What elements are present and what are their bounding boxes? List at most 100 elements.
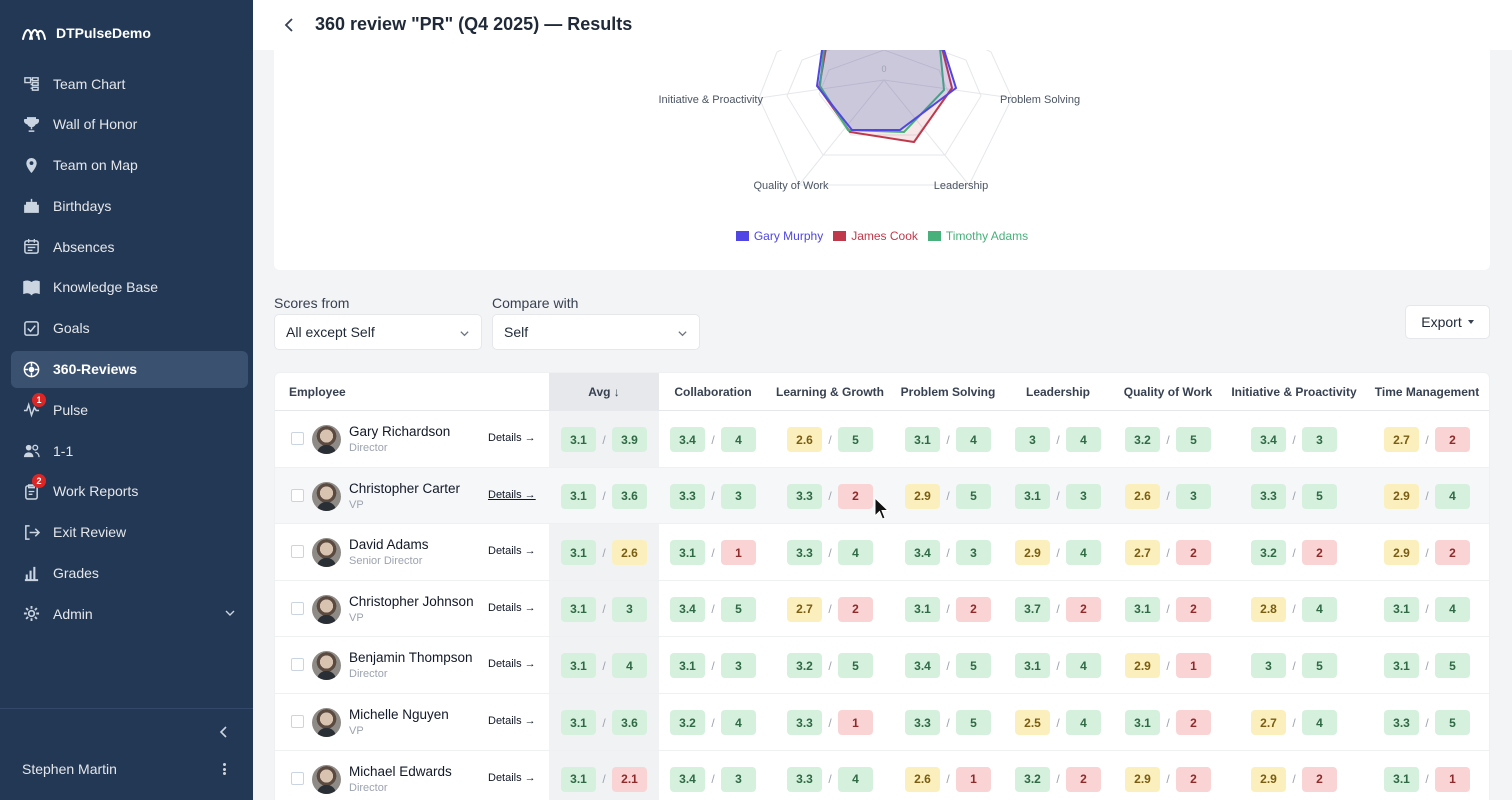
score-cell: 2.9 / 2 bbox=[1125, 766, 1211, 792]
column-header-leadership[interactable]: Leadership bbox=[1025, 385, 1091, 399]
score-chip-primary: 3.1 bbox=[561, 710, 596, 735]
employee-name[interactable]: Christopher Carter bbox=[349, 480, 461, 496]
compare-with-select[interactable]: Self bbox=[492, 314, 700, 350]
legend-item-gary-murphy[interactable]: Gary Murphy bbox=[735, 229, 823, 243]
sidebar-footer-divider bbox=[0, 708, 253, 709]
details-link[interactable]: Details → bbox=[488, 488, 536, 501]
score-separator: / bbox=[946, 545, 950, 560]
score-separator: / bbox=[711, 602, 715, 617]
clipboard-icon: 2 bbox=[22, 474, 46, 500]
score-chip-compare: 2 bbox=[1176, 766, 1211, 792]
sidebar-item-admin[interactable]: Admin bbox=[11, 595, 248, 632]
sidebar-item-1-1[interactable]: 1-1 bbox=[11, 432, 248, 469]
row-checkbox[interactable] bbox=[291, 432, 304, 445]
radar-legend: Gary Murphy James Cook Timothy Adams bbox=[274, 229, 1490, 243]
score-chip-primary: 3.1 bbox=[905, 596, 940, 622]
current-user-name[interactable]: Stephen Martin bbox=[22, 761, 117, 777]
radar-axis-label-problem-solving: Problem Solving bbox=[1000, 94, 1080, 106]
score-cell: 3.3 / 5 bbox=[905, 710, 991, 735]
score-separator: / bbox=[1425, 715, 1429, 730]
legend-item-timothy-adams[interactable]: Timothy Adams bbox=[927, 229, 1029, 243]
employee-name[interactable]: Michael Edwards bbox=[349, 763, 452, 779]
table-row[interactable]: Michael Edwards Director Details → 3.1/2.1 3… bbox=[275, 751, 1489, 800]
score-cell: 3.2 / 2 bbox=[1251, 540, 1337, 566]
sidebar-item-knowledge-base[interactable]: Knowledge Base bbox=[11, 269, 248, 306]
employee-name[interactable]: David Adams bbox=[349, 537, 429, 553]
column-header-quality-of-work[interactable]: Quality of Work bbox=[1123, 385, 1213, 399]
score-cell: 3.7 / 2 bbox=[1015, 596, 1101, 622]
sidebar-item-birthdays[interactable]: Birthdays bbox=[11, 187, 248, 224]
sidebar-item-360-reviews[interactable]: 360-Reviews bbox=[11, 350, 248, 388]
sidebar-item-pulse[interactable]: 1 Pulse bbox=[11, 391, 248, 428]
score-separator: / bbox=[946, 602, 950, 617]
table-row[interactable]: David Adams Senior Director Details → 3.1/2… bbox=[275, 524, 1489, 581]
scores-from-select[interactable]: All except Self bbox=[274, 314, 482, 350]
sidebar-item-absences[interactable]: Absences bbox=[11, 228, 248, 265]
score-separator: / bbox=[1292, 545, 1296, 560]
row-checkbox[interactable] bbox=[291, 545, 304, 559]
column-header-time-management[interactable]: Time Management bbox=[1374, 385, 1480, 399]
details-link[interactable]: Details → bbox=[488, 715, 536, 727]
sidebar-item-label: Knowledge Base bbox=[53, 279, 159, 296]
sidebar-item-goals[interactable]: Goals bbox=[11, 310, 248, 347]
sidebar-item-label: 1-1 bbox=[53, 442, 74, 459]
score-chip-compare: 4 bbox=[1066, 710, 1101, 735]
column-header-learning-growth[interactable]: Learning & Growth bbox=[776, 385, 884, 399]
export-label: Export bbox=[1421, 314, 1462, 330]
score-cell: 3.2 / 5 bbox=[787, 653, 873, 679]
column-header-problem-solving[interactable]: Problem Solving bbox=[900, 385, 996, 399]
table-row[interactable]: Benjamin Thompson Director Details → 3.1/4 3… bbox=[275, 637, 1489, 694]
table-row[interactable]: Christopher Johnson VP Details → 3.1 / 3 3.4 / 5… bbox=[275, 581, 1489, 638]
score-chip-primary: 2.7 bbox=[1384, 427, 1419, 452]
avatar bbox=[312, 425, 341, 454]
sidebar-item-wall-of-honor[interactable]: Wall of Honor bbox=[11, 106, 248, 143]
employee-name[interactable]: Michelle Nguyen bbox=[349, 707, 449, 722]
sidebar-item-team-on-map[interactable]: Team on Map bbox=[11, 147, 248, 184]
legend-item-james-cook[interactable]: James Cook bbox=[833, 229, 918, 243]
column-header-initiative-proactivity[interactable]: Initiative & Proactivity bbox=[1231, 385, 1357, 399]
radar-series-gary-murphy bbox=[815, 40, 958, 131]
details-link[interactable]: Details → bbox=[488, 432, 536, 444]
collapse-sidebar-icon[interactable] bbox=[216, 724, 232, 740]
details-link[interactable]: Details → bbox=[488, 771, 536, 784]
score-separator: / bbox=[946, 772, 950, 787]
row-checkbox[interactable] bbox=[291, 658, 304, 672]
user-menu-icon[interactable] bbox=[218, 760, 230, 778]
column-header-collaboration[interactable]: Collaboration bbox=[674, 385, 752, 399]
score-separator: / bbox=[1292, 772, 1296, 787]
legend-label: Timothy Adams bbox=[945, 229, 1029, 243]
sidebar-item-exit-review[interactable]: Exit Review bbox=[11, 514, 248, 551]
row-checkbox[interactable] bbox=[291, 715, 304, 728]
sidebar-item-team-chart[interactable]: Team Chart bbox=[11, 65, 248, 102]
avg-header-highlight bbox=[549, 373, 659, 411]
column-header-avg[interactable]: Avg ↓ bbox=[588, 385, 620, 399]
score-chip-primary: 3.4 bbox=[1251, 427, 1286, 452]
details-link[interactable]: Details → bbox=[488, 658, 536, 671]
row-checkbox[interactable] bbox=[291, 488, 304, 502]
sidebar-item-grades[interactable]: Grades bbox=[11, 555, 248, 592]
employee-name[interactable]: Gary Richardson bbox=[349, 424, 451, 439]
score-chip-primary: 3.3 bbox=[787, 766, 822, 792]
score-cell: 3.1 / 3 bbox=[561, 596, 647, 622]
details-link[interactable]: Details → bbox=[488, 601, 536, 614]
details-link[interactable]: Details → bbox=[488, 545, 536, 558]
column-header-employee[interactable]: Employee bbox=[289, 385, 346, 399]
score-chip-compare: 2 bbox=[1302, 766, 1337, 792]
score-chip-primary: 3.4 bbox=[905, 540, 940, 566]
brand[interactable]: DTPulseDemo bbox=[22, 22, 151, 44]
table-row[interactable]: Gary Richardson Director Details → 3.1/3.9 3… bbox=[275, 411, 1489, 468]
score-chip-compare: 3 bbox=[721, 766, 756, 792]
radar-axis-label-initiative: Initiative & Proactivity bbox=[658, 94, 763, 106]
score-cell: 2.6 / 1 bbox=[905, 766, 991, 792]
employee-role: Director bbox=[349, 442, 388, 454]
back-arrow-icon[interactable] bbox=[281, 16, 299, 34]
employee-name[interactable]: Benjamin Thompson bbox=[349, 650, 473, 666]
row-checkbox[interactable] bbox=[291, 771, 304, 785]
score-chip-compare: 2 bbox=[1435, 540, 1470, 566]
sidebar-item-work-reports[interactable]: 2 Work Reports bbox=[11, 473, 248, 510]
score-chip-primary: 2.5 bbox=[1015, 710, 1050, 735]
export-button[interactable]: Export bbox=[1405, 305, 1490, 339]
row-checkbox[interactable] bbox=[291, 601, 304, 615]
employee-name[interactable]: Christopher Johnson bbox=[349, 593, 474, 609]
table-row[interactable]: Michelle Nguyen VP Details → 3.1/3.6 3.2/4 3.… bbox=[275, 694, 1489, 751]
